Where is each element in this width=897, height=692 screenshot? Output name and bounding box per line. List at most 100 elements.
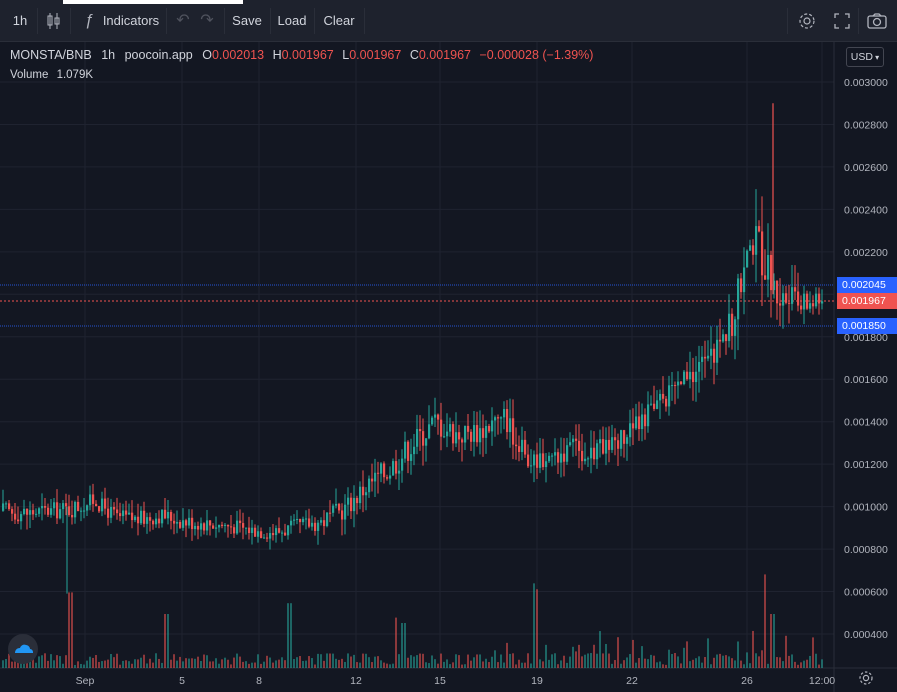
toolbar-divider [37, 8, 38, 34]
volume-bar [641, 646, 643, 668]
volume-bar [74, 664, 76, 668]
volume-bar [488, 662, 490, 668]
volume-bar [710, 664, 712, 668]
volume-bar [26, 660, 28, 668]
volume-bar [602, 653, 604, 668]
volume-bar [431, 655, 433, 668]
volume-bar [41, 655, 43, 668]
candle-body [617, 440, 620, 449]
volume-bar [572, 646, 574, 668]
volume-label: Volume [10, 69, 49, 81]
fullscreen-icon[interactable] [832, 8, 852, 38]
interval-button[interactable]: 1h [12, 13, 28, 28]
volume-bar [632, 639, 634, 668]
candle-body [92, 494, 95, 504]
volume-bar [569, 656, 571, 668]
volume-bar [707, 638, 709, 668]
volume-bar [281, 657, 283, 668]
candle-body [785, 293, 788, 303]
x-tick-label: 12 [350, 675, 362, 687]
volume-bar [692, 659, 694, 668]
candle-body [770, 254, 773, 291]
candle-body [254, 527, 257, 537]
candle-body [218, 524, 221, 528]
candle-body [377, 472, 380, 474]
volume-bar [392, 663, 394, 668]
candle-body [197, 525, 200, 530]
volume-bar [131, 663, 133, 668]
candle-body [728, 313, 731, 342]
candle-body [647, 404, 650, 427]
candle-body [74, 501, 77, 518]
volume-bar [335, 658, 337, 668]
candle-body [644, 414, 647, 427]
volume-bar [77, 661, 79, 668]
volume-bar [647, 659, 649, 668]
candle-body [794, 287, 797, 292]
y-tick-label: 0.001600 [844, 374, 888, 386]
candle-body [278, 528, 281, 533]
load-button[interactable]: Load [277, 13, 307, 28]
candle-body [155, 518, 158, 525]
candle-body [719, 339, 722, 342]
settings-gear-icon[interactable] [858, 670, 874, 686]
candles-icon[interactable] [44, 8, 64, 39]
chart-area[interactable]: 0.003000 0.002800 0.002600 0.002400 0.002200… [0, 42, 897, 692]
volume-bar [659, 661, 661, 668]
candle-body [290, 520, 293, 526]
candle-body [734, 319, 737, 336]
volume-bar [722, 655, 724, 668]
redo-icon[interactable]: ↷ [200, 12, 214, 29]
price-chart[interactable]: 0.003000 0.002800 0.002600 0.002400 0.002200… [0, 42, 897, 692]
candle-body [776, 280, 779, 304]
volume-bar [419, 653, 421, 668]
candle-body [395, 461, 398, 474]
candle-body [581, 450, 584, 462]
volume-bar [227, 659, 229, 668]
volume-bar [254, 662, 256, 668]
volume-bar [428, 663, 430, 668]
undo-icon[interactable]: ↶ [176, 12, 190, 29]
fx-icon[interactable]: ƒ [84, 12, 94, 29]
clear-button[interactable]: Clear [323, 13, 355, 28]
volume-bar [443, 661, 445, 668]
candle-body [314, 522, 317, 531]
candle-body [446, 431, 449, 437]
volume-bar [422, 653, 424, 668]
volume-bar [296, 657, 298, 668]
volume-bar [215, 658, 217, 668]
currency-selector[interactable]: USD ▾ [846, 47, 884, 67]
volume-bar [626, 657, 628, 668]
volume-bar [578, 644, 580, 668]
volume-bar [308, 656, 310, 668]
volume-bar [371, 662, 373, 668]
volume-bar [524, 662, 526, 668]
price-tag-upper: 0.002045 [837, 277, 897, 293]
candle-body [653, 403, 656, 409]
candle-body [674, 385, 677, 387]
volume-bar [644, 658, 646, 668]
volume-bar [452, 662, 454, 668]
volume-bar [683, 647, 685, 668]
volume-bar [776, 657, 778, 668]
candle-body [542, 453, 545, 468]
legend-close-label: C [409, 48, 419, 62]
settings-icon[interactable] [797, 8, 817, 39]
candle-body [482, 428, 485, 438]
candle-body [599, 439, 602, 444]
volume-bar [410, 655, 412, 668]
indicators-button[interactable]: Indicators [102, 13, 160, 28]
candle-body [662, 393, 665, 399]
volume-bar [173, 654, 175, 668]
y-tick-label: 0.002200 [844, 247, 888, 259]
candle-body [185, 520, 188, 526]
volume-bar [236, 653, 238, 668]
volume-bar [11, 661, 13, 668]
tradingview-logo[interactable] [8, 634, 38, 664]
volume-bar [362, 653, 364, 668]
candle-body [344, 504, 347, 520]
candle-body [41, 505, 44, 509]
camera-icon[interactable] [866, 8, 888, 38]
save-button[interactable]: Save [232, 13, 262, 28]
candle-body [230, 526, 233, 528]
